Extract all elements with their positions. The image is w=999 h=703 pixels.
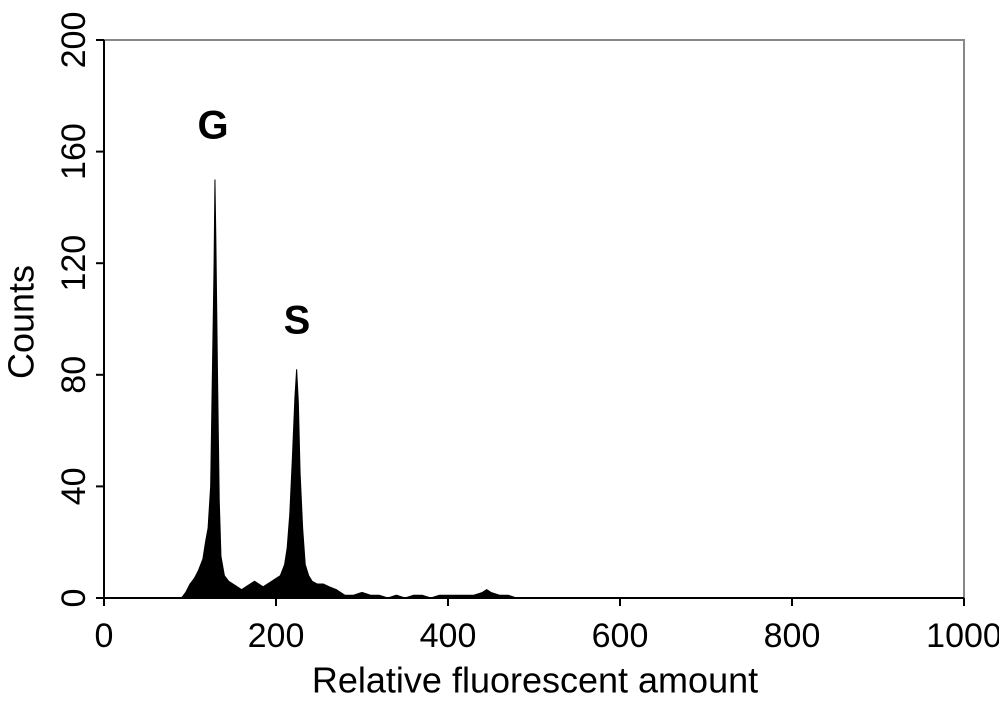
- x-tick-label: 800: [764, 617, 821, 655]
- y-tick-label: 0: [55, 589, 93, 608]
- x-tick-label: 600: [592, 617, 649, 655]
- x-tick-label: 1000: [926, 617, 999, 655]
- y-tick-label: 80: [55, 356, 93, 394]
- x-tick-label: 200: [248, 617, 305, 655]
- plot-frame: [103, 39, 965, 599]
- y-tick-label: 120: [55, 235, 93, 292]
- annotation: G: [197, 104, 228, 148]
- x-tick-label: 400: [420, 617, 477, 655]
- histogram-area: [104, 179, 964, 599]
- y-tick-label: 160: [55, 123, 93, 180]
- annotation: S: [284, 299, 311, 343]
- x-axis-label: Relative fluorescent amount: [312, 660, 758, 701]
- y-tick-label: 200: [55, 12, 93, 69]
- y-axis-label: Counts: [1, 265, 42, 379]
- x-tick-label: 0: [95, 617, 114, 655]
- y-tick-label: 40: [55, 467, 93, 505]
